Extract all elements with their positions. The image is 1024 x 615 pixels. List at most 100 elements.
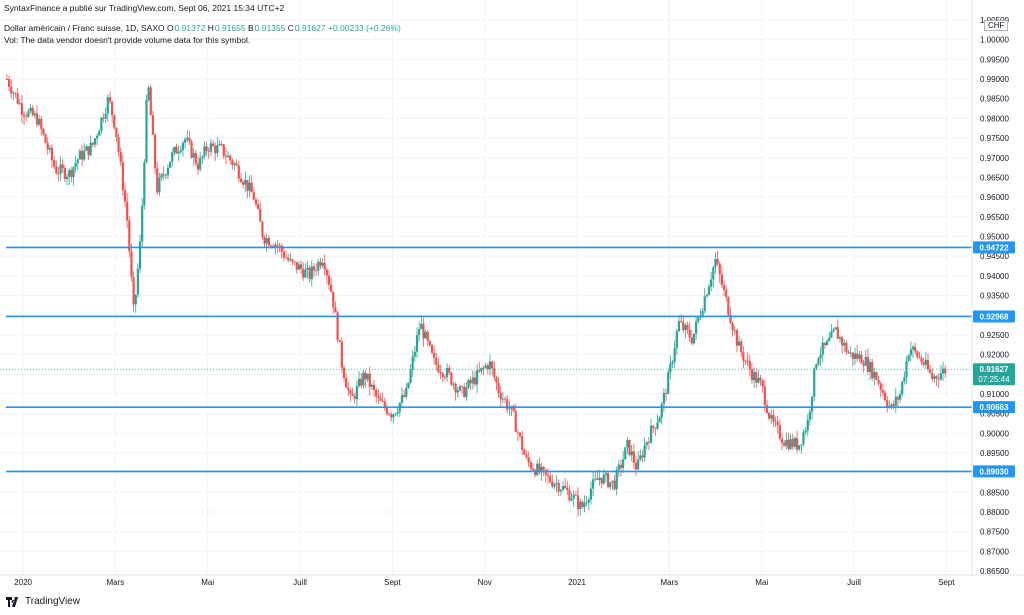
candle-body (278, 245, 281, 247)
candle-body (63, 168, 66, 180)
candle-body (695, 321, 698, 334)
candle-body (521, 436, 524, 451)
candle-body (662, 392, 666, 404)
candle-body (755, 372, 758, 383)
candle-body (50, 147, 54, 161)
candle-body (123, 190, 127, 202)
candle-body (714, 258, 717, 268)
candle-body (7, 79, 11, 87)
candle-body (806, 419, 809, 431)
low-label: B (247, 23, 254, 33)
candle-body (469, 380, 472, 384)
candle-body (357, 378, 361, 387)
candle-body (508, 408, 511, 410)
publish-info: SyntaxFinance a publié sur TradingView.c… (4, 3, 285, 13)
candle-body (579, 501, 582, 510)
candle-body (688, 329, 691, 338)
candle-body (33, 113, 36, 116)
level-label-text: 0.89030 (980, 467, 1009, 476)
candle-body (727, 297, 730, 315)
candle-body (789, 438, 792, 449)
candle-body (65, 176, 69, 180)
candle-body (926, 359, 930, 370)
candle-body (759, 377, 762, 381)
level-labels: 0.94722 0.92968 0.90663 0.89030 (973, 241, 1015, 478)
price-tick-label: 0.90000 (980, 429, 1009, 438)
candle-body (634, 462, 638, 470)
candle-body (892, 404, 895, 406)
candle-body (686, 325, 689, 330)
tradingview-logo[interactable]: TradingView (6, 596, 80, 607)
candle-body (229, 155, 232, 161)
candle-body (613, 480, 616, 490)
candle-body (679, 321, 683, 323)
candle-body (87, 146, 90, 156)
candle-body (654, 427, 657, 429)
candle-body (935, 376, 938, 379)
candle-body (218, 144, 221, 146)
tradingview-logo-text: TradingView (25, 596, 81, 607)
candles (5, 74, 947, 517)
candle-body (722, 285, 726, 290)
candle-body (765, 405, 769, 413)
candle-body (460, 386, 464, 388)
candle-body (589, 488, 593, 500)
candle-body (396, 411, 399, 414)
candle-body (697, 317, 700, 322)
candle-body (312, 266, 316, 271)
candle-body (274, 244, 277, 248)
price-tick-label: 0.91000 (980, 390, 1009, 399)
candle-body (553, 484, 556, 487)
candle-body (808, 411, 812, 420)
candle-body (740, 341, 743, 353)
candle-body (55, 166, 58, 174)
symbol-name[interactable]: Dollar américain / Franc suisse, 1D, SAX… (4, 23, 165, 33)
candle-body (214, 145, 217, 154)
symbol-ohlc-line: Dollar américain / Franc suisse, 1D, SAX… (4, 23, 401, 34)
candle-body (929, 369, 932, 373)
candle-body (370, 384, 374, 387)
candle-body (583, 503, 586, 508)
candle-body (516, 431, 520, 433)
candle-body (564, 486, 567, 489)
candle-body (778, 424, 781, 439)
candle-body (327, 275, 331, 285)
candle-body (209, 143, 212, 152)
candle-body (231, 160, 234, 165)
time-tick-label: Nov (478, 578, 492, 587)
candle-body (660, 403, 663, 418)
candle-body (332, 291, 335, 308)
candle-body (518, 432, 522, 437)
candle-body (645, 442, 648, 446)
candle-body (257, 204, 260, 209)
candle-body (716, 258, 719, 264)
candle-body (725, 289, 728, 298)
candle-body (495, 377, 498, 383)
candle-body (205, 146, 208, 151)
last-price-label-bg (973, 363, 1015, 386)
currency-badge[interactable]: CHF (984, 20, 1009, 31)
candle-body (46, 143, 49, 150)
candle-body (216, 145, 219, 154)
candle-body (866, 356, 869, 372)
candle-body (269, 245, 273, 247)
candle-body (941, 368, 945, 374)
candle-body (549, 475, 552, 482)
candle-body (675, 331, 678, 349)
candle-body (106, 97, 109, 114)
candle-body (297, 264, 301, 270)
candle-body (546, 474, 550, 476)
candle-body (673, 348, 676, 362)
level-label-bg (973, 465, 1015, 478)
candle-body (443, 377, 447, 378)
candle-body (793, 438, 796, 447)
candle-body (199, 157, 202, 170)
candle-body (299, 264, 303, 269)
candle-body (80, 150, 84, 160)
candle-body (825, 340, 829, 346)
candle-body (903, 377, 906, 382)
candle-body (433, 352, 436, 358)
candle-body (239, 178, 243, 183)
candle-body (5, 79, 9, 80)
